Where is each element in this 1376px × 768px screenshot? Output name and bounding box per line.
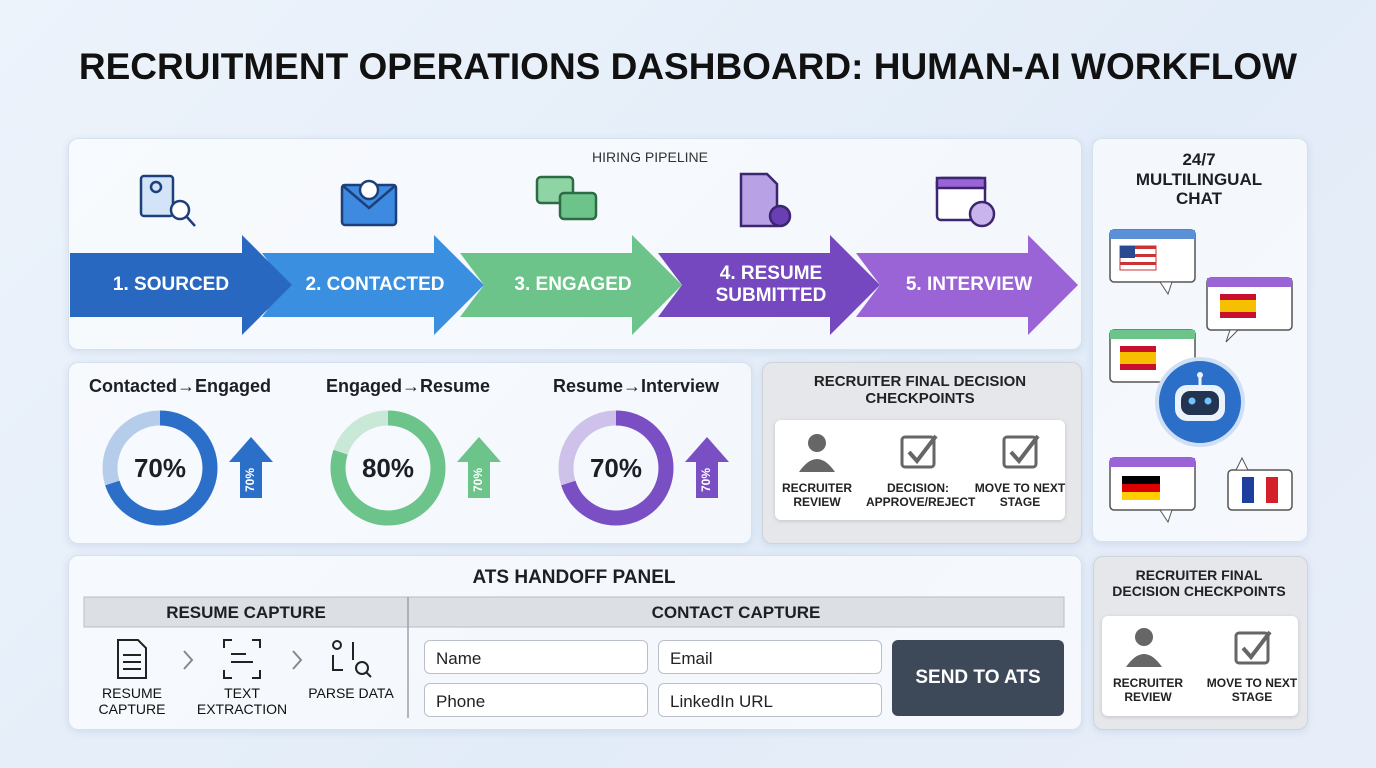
checkpoint-label: MOVE TO NEXT STAGE xyxy=(1206,676,1298,704)
chat-bubble-fr xyxy=(1227,456,1293,511)
gauge-arc xyxy=(102,410,218,526)
checkpoint-label: DECISION: APPROVE/REJECT xyxy=(866,481,976,509)
pipeline-stage-arrow xyxy=(262,235,484,335)
contact-field-input[interactable]: LinkedIn URL xyxy=(658,683,882,717)
ats-title: ATS HANDOFF PANEL xyxy=(472,567,676,588)
trend-arrow xyxy=(457,437,501,498)
gauge-value: 80% xyxy=(361,453,415,483)
person-icon xyxy=(1126,628,1162,667)
interview-icon xyxy=(935,176,996,228)
contacted-icon xyxy=(340,179,398,227)
engaged-icon xyxy=(535,175,598,221)
pipeline-title: HIRING PIPELINE xyxy=(592,149,708,165)
trend-label: 70% xyxy=(243,468,257,492)
resume-icon xyxy=(739,172,792,228)
check-icon xyxy=(900,434,938,469)
capture-step-label: RESUME CAPTURE xyxy=(98,685,166,718)
resume-capture-header: RESUME CAPTURE xyxy=(166,603,326,622)
gauge-value: 70% xyxy=(133,453,187,483)
pipeline-stage-arrow xyxy=(70,235,292,335)
page-title: RECRUITMENT OPERATIONS DASHBOARD: HUMAN-… xyxy=(78,46,1298,87)
pipeline-stage-label: 5. INTERVIEW xyxy=(905,274,1033,296)
trend-label: 70% xyxy=(699,468,713,492)
checkpoint-label: RECRUITER REVIEW xyxy=(781,481,852,509)
conversion-label: Engaged→Resume xyxy=(325,376,491,396)
trend-arrow xyxy=(229,437,273,498)
gauge-arc xyxy=(558,410,674,526)
pipeline-stage-label: 3. ENGAGED xyxy=(514,274,632,296)
trend-label: 70% xyxy=(471,468,485,492)
capture-step-label: TEXT EXTRACTION xyxy=(196,685,288,718)
pipeline-stage-arrow xyxy=(460,235,682,335)
pipeline-stage-arrow xyxy=(856,235,1078,335)
pipeline-stage-label: 1. SOURCED xyxy=(112,274,230,296)
checkpoint-label: RECRUITER REVIEW xyxy=(1112,676,1183,704)
pipeline-stage-arrow xyxy=(658,235,880,335)
gauge-value: 70% xyxy=(589,453,643,483)
checkpoint-label: MOVE TO NEXT STAGE xyxy=(974,481,1066,509)
chat-bubble-es xyxy=(1206,277,1293,343)
checkpoints-title: RECRUITER FINAL DECISION CHECKPOINTS xyxy=(813,373,1027,408)
extract-icon xyxy=(223,639,261,679)
send-to-ats-button[interactable]: SEND TO ATS xyxy=(892,640,1064,716)
step-chevron xyxy=(183,650,194,670)
person-icon xyxy=(799,434,835,472)
gauge-arc xyxy=(330,410,446,526)
trend-arrow xyxy=(685,437,729,498)
chat-bubble-de xyxy=(1109,457,1196,524)
check-icon xyxy=(1234,630,1272,665)
step-chevron xyxy=(292,650,303,670)
contact-field-input[interactable]: Name xyxy=(424,640,648,674)
conversion-label: Contacted→Engaged xyxy=(88,376,271,396)
contact-field-input[interactable]: Email xyxy=(658,640,882,674)
pipeline-stage-label: 4. RESUME SUBMITTED xyxy=(715,263,827,306)
parse-icon xyxy=(332,640,372,678)
sourced-icon xyxy=(139,174,196,227)
contact-field-input[interactable]: Phone xyxy=(424,683,648,717)
table-header xyxy=(83,596,1065,628)
pipeline-stage-label: 2. CONTACTED xyxy=(305,274,445,296)
check-icon xyxy=(1002,434,1040,469)
conversion-label: Resume→Interview xyxy=(552,376,720,396)
checkpoints-compact-title: RECRUITER FINAL DECISION CHECKPOINTS xyxy=(1112,567,1286,600)
doc-icon xyxy=(117,639,147,679)
capture-step-label: PARSE DATA xyxy=(308,685,394,701)
chat-bot-icon xyxy=(1155,357,1245,447)
chat-title: 24/7 MULTILINGUAL CHAT xyxy=(1135,150,1263,209)
chat-bubble-us xyxy=(1109,229,1196,296)
contact-capture-header: CONTACT CAPTURE xyxy=(651,603,821,622)
